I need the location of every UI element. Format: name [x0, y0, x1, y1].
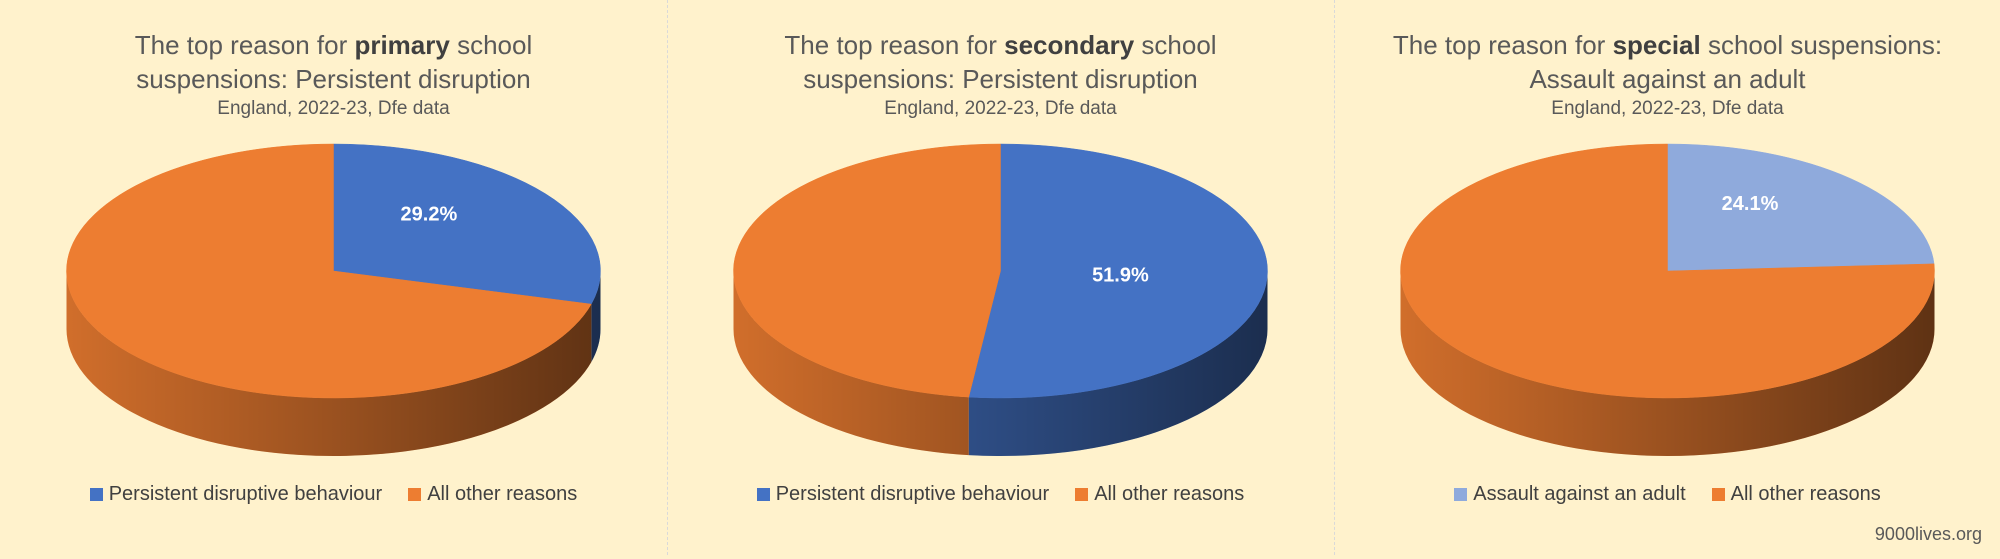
pie-slice: [333, 143, 601, 305]
pie-tops: [733, 143, 1268, 399]
pie-sides: [1400, 271, 1935, 456]
title-bold: primary: [354, 30, 449, 60]
title-text: school suspensions:: [1700, 30, 1943, 60]
data-label: 24.1%: [1722, 193, 1779, 215]
data-label: 29.2%: [401, 204, 458, 226]
title-text: suspensions: Persistent disruption: [803, 64, 1198, 94]
chart-title: The top reason for special school suspen…: [1334, 28, 2000, 96]
legend-label: All other reasons: [1730, 483, 1881, 505]
pie-slice: [968, 143, 1268, 399]
chart-title: The top reason for secondary school suspe…: [667, 28, 1334, 96]
side-shade: [591, 271, 601, 363]
legend-item: Persistent disruptive behaviour: [756, 483, 1050, 506]
legend-swatch: [408, 488, 422, 501]
pie-slice: [1667, 143, 1935, 272]
pie-slice: [1400, 143, 1935, 399]
pie-slice: [733, 143, 1001, 398]
chart-subtitle: England, 2022-23, Dfe data: [217, 98, 450, 119]
legend-item: Persistent disruptive behaviour: [89, 483, 383, 506]
pie-sides: [733, 271, 1268, 457]
legend-swatch: [1454, 488, 1468, 501]
title-text: suspensions: Persistent disruption: [136, 64, 531, 94]
title-text: Assault against an adult: [1529, 64, 1806, 94]
legend-label: Persistent disruptive behaviour: [108, 483, 383, 505]
title-text: primary: [354, 30, 450, 60]
legend-item: All other reasons: [408, 483, 577, 506]
legend-swatch: [1711, 488, 1725, 501]
title-text: The top reason for: [134, 30, 355, 60]
title-text: The top reason for: [1392, 30, 1613, 60]
chart-subtitle: England, 2022-23, Dfe data: [1551, 98, 1784, 119]
pie-sides: [66, 271, 601, 456]
legend-item: All other reasons: [1075, 483, 1244, 506]
pie-tops: [1400, 143, 1935, 399]
legend-swatch: [756, 488, 770, 501]
title-line: The top reason for primary school: [0, 28, 667, 62]
title-text: secondary: [1004, 30, 1135, 60]
legend-label: All other reasons: [1094, 483, 1245, 505]
legend-swatch: [89, 488, 103, 501]
title-bold: secondary: [1004, 30, 1134, 60]
pie-tops: [66, 143, 601, 399]
divider: [667, 0, 668, 555]
pie-slice: [66, 143, 592, 399]
footer: 9000lives.org: [1874, 524, 1982, 544]
legend-item: All other reasons: [1711, 483, 1881, 506]
title-text: school: [449, 30, 533, 60]
legend-label: Persistent disruptive behaviour: [775, 483, 1050, 505]
data-label: 51.9%: [1092, 265, 1149, 287]
legend-swatch: [1075, 488, 1089, 501]
side-shade: [1400, 271, 1935, 456]
chart-subtitle: England, 2022-23, Dfe data: [884, 98, 1117, 119]
legend-label: All other reasons: [427, 483, 578, 505]
chart-title: The top reason for primary school suspens…: [0, 28, 667, 96]
legend: Assault against an adult All other reason…: [1334, 483, 2000, 506]
title-line: The top reason for special school suspen…: [1334, 28, 2000, 62]
legend: Persistent disruptive behaviour All other…: [0, 483, 667, 506]
title-line: Assault against an adult: [1334, 62, 2000, 96]
legend: Persistent disruptive behaviour All other…: [667, 483, 1334, 506]
side-shade: [968, 271, 1268, 457]
side-shade: [733, 271, 969, 456]
title-bold: special: [1613, 30, 1701, 60]
title-text: school: [1134, 30, 1217, 60]
title-line: The top reason for secondary school: [667, 28, 1334, 62]
title-text: The top reason for: [784, 30, 1005, 60]
legend-label: Assault against an adult: [1473, 483, 1686, 505]
divider: [1334, 0, 1335, 555]
title-line: suspensions: Persistent disruption: [0, 62, 667, 96]
legend-item: Assault against an adult: [1454, 483, 1686, 506]
title-text: special: [1612, 30, 1701, 60]
side-shade: [66, 271, 592, 456]
title-line: suspensions: Persistent disruption: [667, 62, 1334, 96]
